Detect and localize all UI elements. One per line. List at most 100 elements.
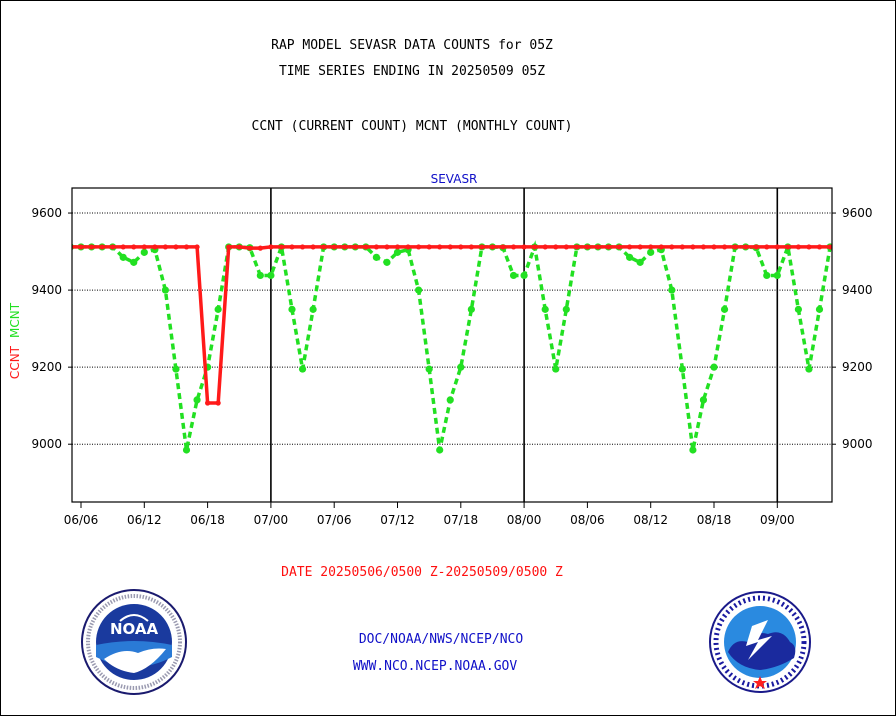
series-ccnt-point [152, 244, 158, 250]
x-tick-label: 06/18 [190, 513, 225, 527]
series-mcnt-point [763, 271, 771, 280]
x-tick-label: 08/06 [570, 513, 605, 527]
series-mcnt-point [298, 365, 307, 373]
y-axis-label-mcnt: MCNT [8, 302, 22, 338]
series-ccnt-point [331, 244, 337, 250]
series-ccnt-point [321, 244, 327, 250]
date-range-label: DATE 20250506/0500 Z-20250509/0500 Z [281, 565, 563, 580]
y-tick-label-left: 9200 [31, 360, 62, 374]
header-title-line3: CCNT (CURRENT COUNT) MCNT (MONTHLY COUNT… [251, 119, 573, 134]
series-ccnt-point [700, 244, 707, 250]
series-ccnt-point [563, 244, 569, 250]
series-ccnt-point [78, 244, 84, 250]
website-link[interactable]: WWW.NCO.NCEP.NOAA.GOV [352, 659, 518, 674]
series-ccnt-point [215, 400, 221, 406]
series-mcnt-point [457, 363, 465, 371]
series-group [72, 240, 832, 454]
series-mcnt-point [383, 258, 391, 266]
noaa-logo: NOAA [81, 589, 187, 695]
series-mcnt-point [446, 396, 454, 404]
series-ccnt-point [236, 244, 242, 250]
series-ccnt-point [205, 400, 211, 406]
series-mcnt-point [562, 305, 570, 313]
series-ccnt-point [795, 244, 802, 250]
series-ccnt-point [183, 244, 190, 250]
series-ccnt-point [352, 244, 358, 250]
chart-title: SEVASR [431, 172, 478, 186]
x-tick-label: 09/00 [760, 513, 795, 527]
series-ccnt-point [595, 244, 601, 250]
series-ccnt-point [743, 244, 749, 250]
series-mcnt-point [309, 305, 317, 313]
series-ccnt-point [616, 244, 622, 250]
y-tick-label-right: 9600 [842, 206, 873, 220]
series-mcnt-point [182, 446, 191, 454]
series-mcnt-point [372, 253, 380, 261]
series-mcnt-point [805, 365, 813, 373]
x-tick-label: 07/12 [380, 513, 415, 527]
series-ccnt-point [816, 244, 823, 250]
series-ccnt-point [257, 245, 263, 251]
series-ccnt-point [753, 244, 759, 250]
series-mcnt-point [815, 305, 824, 313]
series-ccnt-point [289, 244, 295, 250]
series-mcnt-point [668, 286, 676, 294]
series-ccnt-point [542, 244, 548, 250]
series-ccnt-point [690, 244, 696, 250]
series-mcnt-point [267, 271, 275, 280]
series-ccnt-point [785, 244, 791, 250]
series-ccnt-point [278, 244, 285, 250]
y-tick-label-right: 9200 [842, 360, 873, 374]
series-mcnt-point [193, 396, 201, 404]
nws-logo [709, 591, 811, 693]
series-ccnt-point [99, 244, 105, 250]
series-mcnt-point [541, 305, 549, 313]
series-ccnt-point [489, 244, 496, 250]
plot-frame [71, 187, 833, 503]
series-mcnt-point [647, 248, 655, 256]
series-ccnt-point [405, 244, 411, 250]
series-mcnt-point [415, 286, 423, 294]
series-mcnt-point [467, 305, 475, 313]
series-mcnt-point [288, 305, 296, 313]
series-ccnt-point [120, 244, 126, 250]
series-ccnt-point [226, 244, 232, 250]
series-mcnt-point [678, 365, 686, 373]
series-ccnt-point [299, 244, 306, 250]
series-mcnt-point [710, 363, 718, 371]
y-tick-label-left: 9400 [31, 283, 62, 297]
series-ccnt-point [669, 244, 675, 250]
x-tick-label: 06/12 [127, 513, 162, 527]
series-mcnt-point [773, 271, 781, 280]
series-mcnt-point [172, 365, 180, 373]
series-mcnt-point [436, 446, 444, 454]
series-mcnt-point [520, 271, 528, 280]
series-mcnt-line [72, 240, 832, 451]
series-ccnt-point [384, 244, 390, 250]
series-ccnt-point [141, 244, 147, 250]
series-ccnt-point [521, 244, 527, 250]
series-mcnt-point [425, 365, 433, 373]
series-mcnt-point [161, 286, 169, 294]
series-ccnt-point [827, 244, 832, 250]
series-mcnt-point [794, 305, 803, 313]
series-ccnt-point [658, 244, 664, 250]
series-ccnt-point [447, 244, 453, 250]
series-mcnt-point [720, 305, 729, 313]
x-tick-label: 06/06 [64, 513, 99, 527]
series-ccnt-point [363, 244, 369, 250]
series-mcnt-point [140, 248, 148, 256]
series-ccnt-point [479, 244, 485, 250]
series-ccnt-point [721, 244, 728, 250]
series-ccnt-point [310, 244, 316, 250]
series-ccnt-point [173, 244, 179, 250]
x-tick-label: 08/18 [697, 513, 732, 527]
series-ccnt-point [416, 244, 422, 250]
x-tick-label: 08/12 [633, 513, 668, 527]
series-ccnt-point [637, 244, 643, 250]
series-ccnt-point [584, 244, 591, 250]
series-ccnt-point [110, 244, 116, 250]
series-ccnt-point [774, 244, 780, 250]
series-ccnt-point [437, 244, 443, 250]
